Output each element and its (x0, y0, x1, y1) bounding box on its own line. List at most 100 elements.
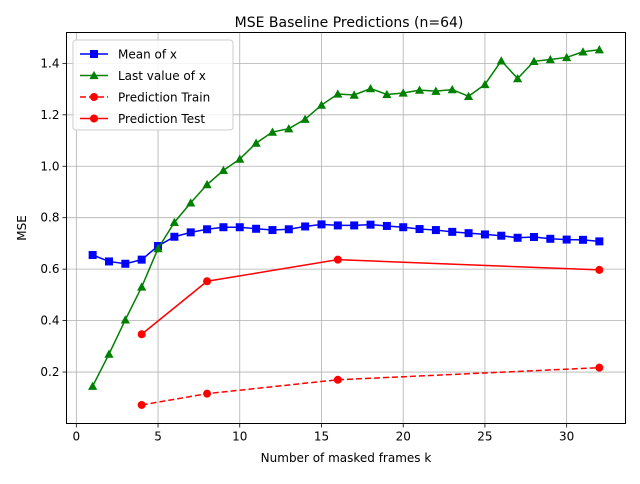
legend-label: Prediction Train (118, 91, 210, 105)
x-tick-label: 25 (477, 430, 492, 444)
data-point (267, 127, 278, 136)
data-point (365, 83, 376, 93)
data-point (186, 228, 195, 237)
data-point (333, 221, 342, 230)
data-point (480, 230, 489, 239)
y-tick-label: 1.0 (40, 159, 59, 173)
data-point (284, 124, 294, 133)
data-point (382, 221, 391, 230)
data-point (169, 217, 179, 227)
legend-marker (90, 93, 98, 101)
data-point (137, 282, 147, 291)
data-point (448, 227, 457, 236)
legend-box (72, 39, 234, 131)
data-point (268, 226, 277, 235)
data-point (594, 45, 604, 54)
data-point (333, 375, 342, 384)
legend: Mean of x Last value of x Prediction Train… (72, 39, 234, 131)
x-axis-label: Number of masked frames k (261, 451, 432, 465)
data-point (203, 277, 212, 286)
data-point (579, 235, 588, 244)
data-point (546, 234, 555, 243)
x-tick-label: 0 (72, 430, 80, 444)
y-tick-label: 1.4 (40, 56, 59, 70)
data-point (202, 179, 212, 189)
data-point (186, 198, 196, 207)
y-tick-label: 0.6 (40, 262, 59, 276)
x-tick-label: 15 (314, 430, 329, 444)
data-point (595, 237, 604, 246)
data-point (398, 88, 408, 97)
data-point (137, 255, 146, 264)
series-line (141, 366, 600, 406)
data-point (447, 85, 457, 94)
data-point (415, 225, 424, 234)
data-point (480, 79, 490, 89)
axis-ticks: 0 5 10 15 20 25 30 0.2 0.4 0.6 0.8 1.0 1.2 1.4 (40, 56, 574, 443)
legend-marker (90, 50, 98, 58)
data-point (366, 220, 375, 229)
data-point (104, 349, 114, 358)
data-point (595, 265, 604, 274)
data-point (431, 86, 441, 95)
data-point (252, 224, 261, 233)
data-point (562, 52, 572, 62)
data-point (464, 229, 473, 238)
data-point (431, 226, 440, 235)
legend-label: Last value of x (118, 69, 206, 83)
x-tick-label: 30 (559, 430, 574, 444)
y-tick-label: 0.8 (40, 211, 59, 225)
data-point (104, 257, 113, 266)
y-tick-label: 0.4 (40, 314, 59, 328)
legend-label: Prediction Test (118, 112, 205, 126)
data-point (513, 233, 522, 242)
data-point (382, 89, 392, 99)
legend-marker (89, 70, 99, 80)
plot-frame (66, 32, 626, 424)
x-tick-label: 5 (154, 430, 162, 444)
data-point (317, 220, 326, 229)
legend-marker (90, 114, 98, 123)
data-point (463, 91, 474, 100)
data-point (595, 363, 604, 372)
data-point (218, 165, 229, 175)
legend-label: Mean of x (118, 48, 177, 62)
data-point (235, 223, 244, 232)
data-point (529, 56, 539, 65)
data-point (153, 243, 163, 253)
data-point (350, 221, 359, 230)
x-tick-label: 10 (232, 430, 247, 444)
data-point (137, 400, 146, 409)
data-point (414, 85, 425, 94)
y-tick-label: 0.2 (40, 365, 59, 379)
data-point (121, 259, 130, 268)
data-point (203, 225, 212, 234)
y-axis-label: MSE (15, 215, 29, 241)
data-point (545, 54, 555, 64)
data-point (170, 232, 179, 241)
data-point (120, 315, 130, 324)
data-point (562, 235, 571, 244)
data-point (88, 381, 98, 390)
series-line (141, 258, 600, 335)
series-line (91, 48, 600, 387)
chart-title: MSE Baseline Predictions (n=64) (235, 15, 464, 31)
data-point (251, 138, 261, 147)
data-point (349, 90, 359, 99)
data-point (235, 154, 245, 163)
data-point (497, 231, 506, 240)
x-tick-label: 20 (396, 430, 411, 444)
data-point (578, 47, 588, 56)
data-point (284, 225, 293, 234)
data-point (513, 73, 523, 83)
data-point (333, 89, 343, 98)
data-point (137, 330, 146, 339)
data-point (399, 223, 408, 232)
data-point (529, 233, 538, 242)
series-3 (137, 363, 604, 409)
y-tick-label: 1.2 (40, 108, 59, 122)
series-2 (88, 45, 604, 390)
data-point (88, 251, 97, 260)
data-point (333, 255, 342, 264)
